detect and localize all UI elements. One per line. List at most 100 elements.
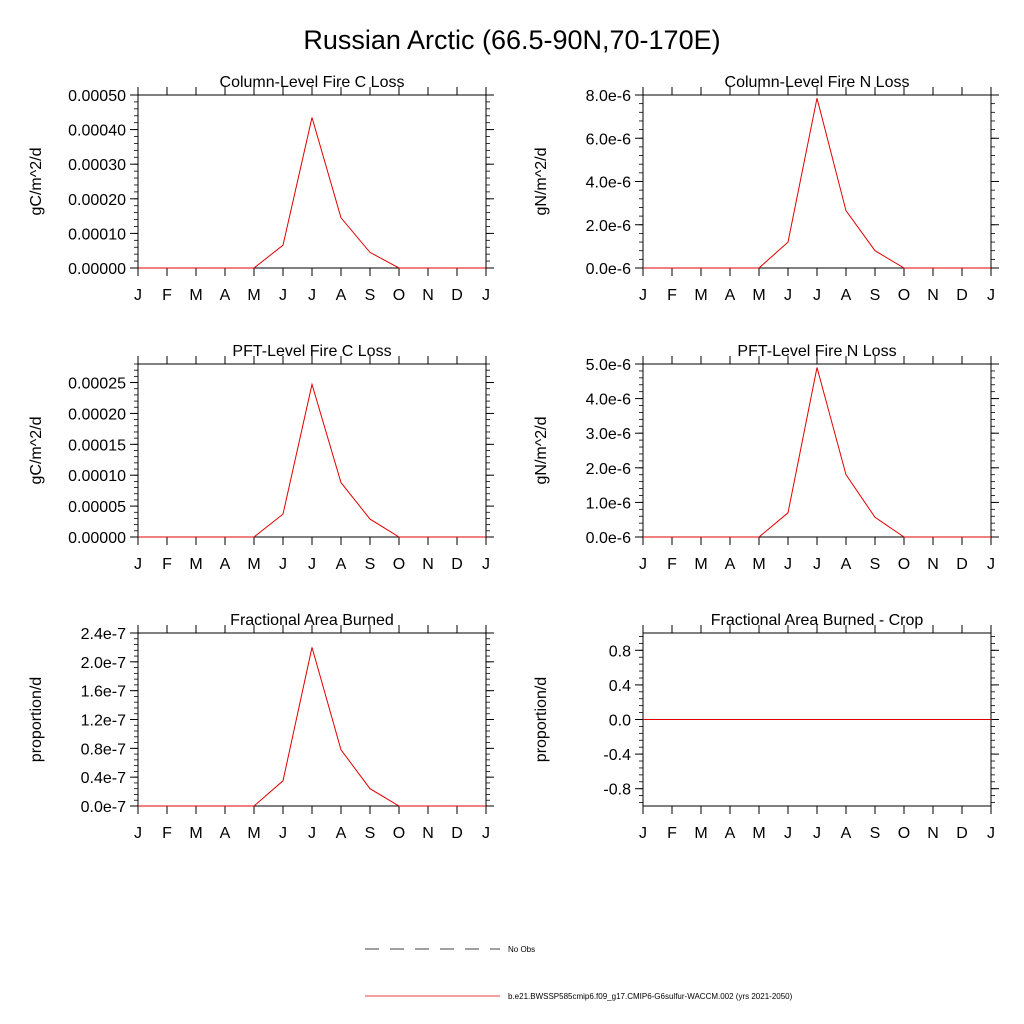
x-tick-label: S [870,287,881,304]
y-tick-label: 0.00030 [68,157,126,174]
x-tick-label: F [667,287,677,304]
x-tick-label: J [784,825,792,842]
y-tick-label: 0.00050 [68,88,126,105]
figure-title: Russian Arctic (66.5-90N,70-170E) [303,25,720,55]
x-tick-label: M [694,825,707,842]
x-tick-label: M [752,556,765,573]
plot-frame [642,94,992,269]
y-axis-label: gN/m^2/d [533,148,550,216]
y-tick-label: 0.00020 [68,406,126,423]
x-tick-label: F [162,287,172,304]
legend-model-label: b.e21.BWSSP585cmip6.f09_g17.CMIP6-G6sulf… [508,992,793,1001]
chart-panel-1: Column-Level Fire C Loss gC/m^2/d 0.00000 0… [28,74,494,304]
x-tick-label: J [639,556,647,573]
panel-title: Column-Level Fire N Loss [725,74,910,91]
x-tick-label: J [279,825,287,842]
x-tick-label: J [639,825,647,842]
x-tick-label: J [639,287,647,304]
chart-panel-5: Fractional Area Burned proportion/d 0.0e-7… [28,612,494,842]
y-tick-label: 2.0e-6 [586,461,631,478]
y-axis-label: proportion/d [533,677,550,762]
y-tick-label: 1.0e-6 [586,495,631,512]
x-tick-label: S [870,556,881,573]
x-tick-label: S [870,825,881,842]
y-tick-label: 2.0e-6 [586,218,631,235]
x-tick-label: J [813,287,821,304]
x-tick-label: J [482,825,490,842]
chart-panel-2: Column-Level Fire N Loss gN/m^2/d 0.0e-6 2.… [533,74,999,304]
y-axis-label: gC/m^2/d [28,417,45,485]
x-tick-label: M [694,287,707,304]
y-tick-label: 1.6e-7 [81,684,126,701]
legend-obs-label: No Obs [508,945,535,954]
y-tick-label: -0.8 [603,782,631,799]
x-tick-label: J [134,825,142,842]
x-tick-label: F [667,556,677,573]
x-tick-label: A [220,556,231,573]
y-tick-label: 0.4e-7 [81,770,126,787]
x-tick-label: J [308,825,316,842]
y-tick-label: 0.8 [609,643,631,660]
x-tick-label: J [279,287,287,304]
x-tick-label: N [422,287,434,304]
x-tick-label: J [987,556,995,573]
y-tick-label: 0.00000 [68,530,126,547]
x-tick-label: N [927,825,939,842]
y-tick-label: 0.0e-6 [586,530,631,547]
x-tick-label: A [220,825,231,842]
x-tick-label: D [956,556,968,573]
x-tick-label: O [393,287,405,304]
x-tick-label: A [336,825,347,842]
x-tick-label: M [752,287,765,304]
x-tick-label: A [841,556,852,573]
panel-title: PFT-Level Fire N Loss [737,343,896,360]
y-tick-label: -0.4 [603,747,631,764]
plot-frame [642,363,992,538]
x-tick-label: M [189,287,202,304]
x-tick-label: M [247,287,260,304]
y-tick-label: 1.2e-7 [81,713,126,730]
y-tick-label: 2.0e-7 [81,655,126,672]
series-line [138,647,486,807]
y-tick-label: 0.00020 [68,192,126,209]
y-tick-label: 0.00005 [68,499,126,516]
x-tick-label: D [956,825,968,842]
y-axis-label: gC/m^2/d [28,148,45,216]
x-tick-label: A [725,287,736,304]
series-line [138,382,486,538]
x-tick-label: M [694,556,707,573]
x-tick-label: A [725,556,736,573]
panel-title: Fractional Area Burned [230,612,394,629]
y-tick-label: 4.0e-6 [586,392,631,409]
x-tick-label: J [784,556,792,573]
plot-frame [137,632,487,807]
chart-panel-6: Fractional Area Burned - Crop proportion/… [533,612,999,842]
x-tick-label: N [927,556,939,573]
x-tick-label: J [987,825,995,842]
chart-panel-4: PFT-Level Fire N Loss gN/m^2/d 0.0e-6 1.0e-… [533,343,999,573]
y-tick-label: 0.0e-7 [81,799,126,816]
plot-frame [137,94,487,269]
y-tick-label: 0.00000 [68,261,126,278]
panel-title: Fractional Area Burned - Crop [711,612,924,629]
panel-title: PFT-Level Fire C Loss [232,343,391,360]
series-line [138,117,486,269]
x-tick-label: J [482,556,490,573]
y-axis-label: proportion/d [28,677,45,762]
y-tick-label: 0.00015 [68,437,126,454]
y-tick-label: 0.00010 [68,468,126,485]
y-tick-label: 3.0e-6 [586,426,631,443]
x-tick-label: D [451,556,463,573]
x-tick-label: J [813,825,821,842]
x-tick-label: J [134,556,142,573]
y-tick-label: 0.00010 [68,226,126,243]
x-tick-label: M [247,825,260,842]
x-tick-label: A [336,556,347,573]
y-tick-label: 8.0e-6 [586,88,631,105]
x-tick-label: O [393,825,405,842]
x-tick-label: J [134,287,142,304]
x-tick-label: J [482,287,490,304]
x-tick-label: A [841,825,852,842]
y-tick-label: 4.0e-6 [586,175,631,192]
